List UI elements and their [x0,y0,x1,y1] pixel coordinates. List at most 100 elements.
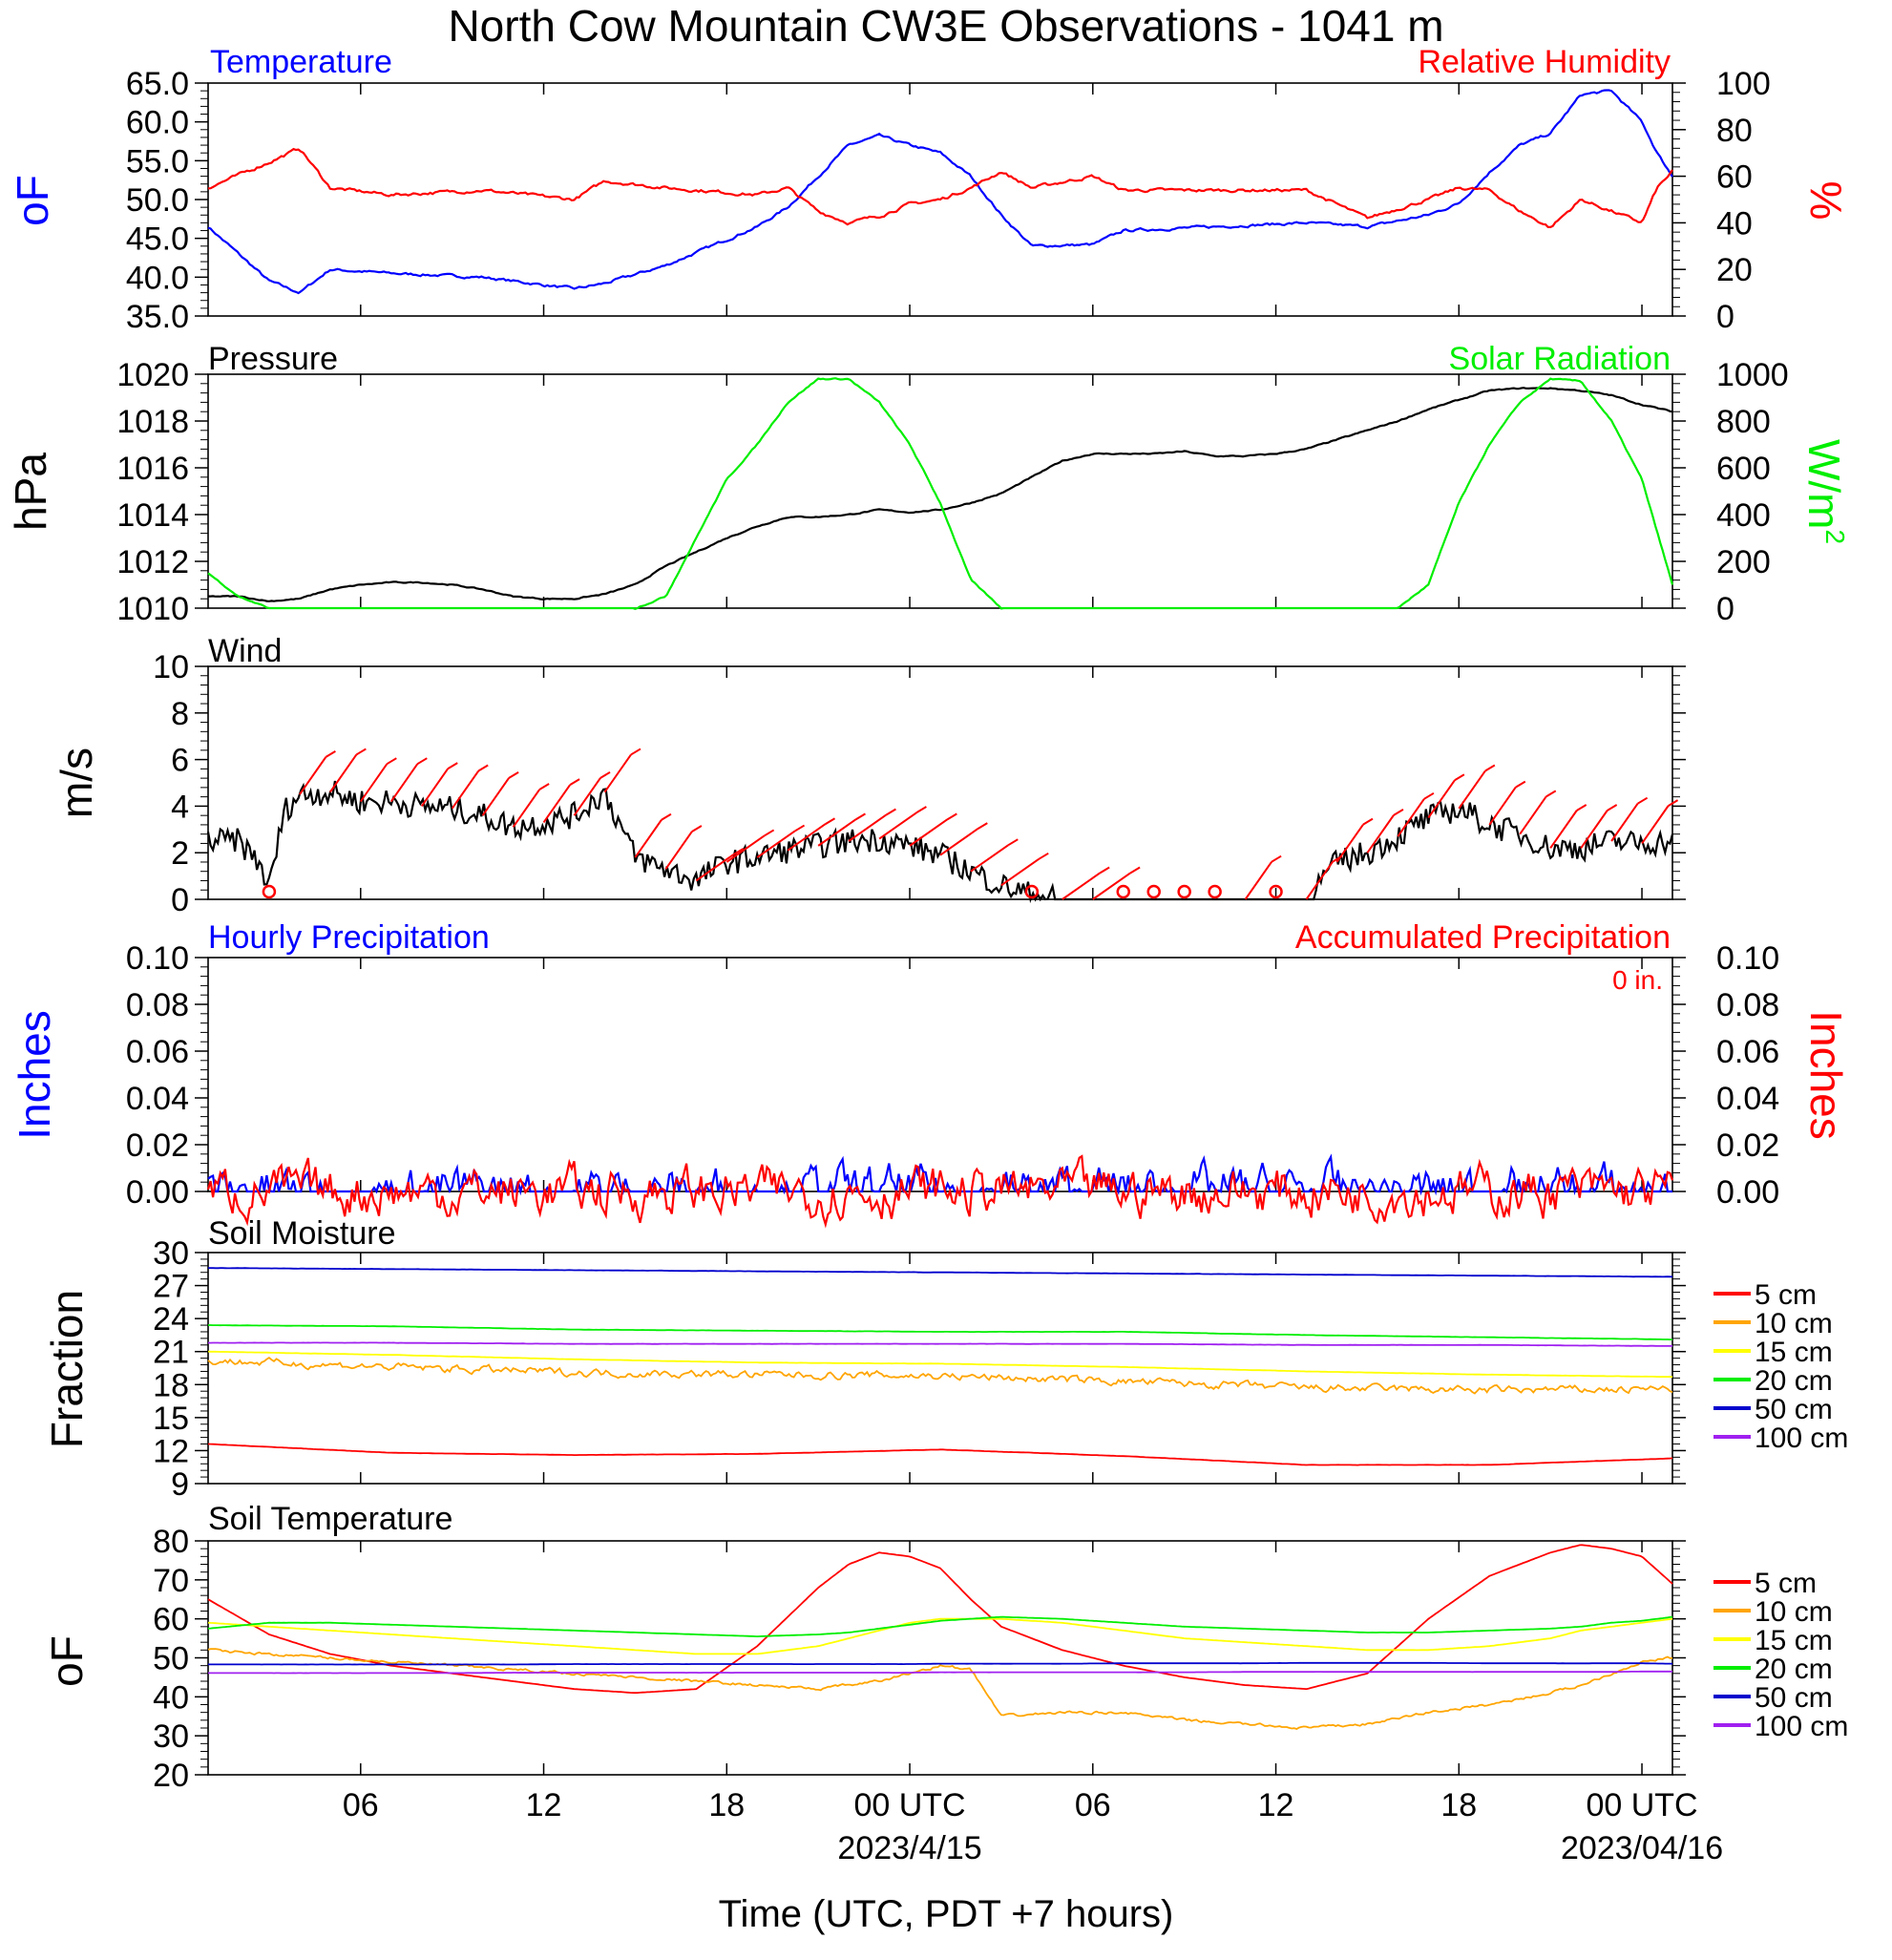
wind-barb [664,831,693,870]
series-line-15-cm [207,1617,1673,1655]
relative-humidity-title: Relative Humidity [1418,44,1671,80]
rh-axis-label: % [1801,181,1851,221]
pressure-solar-ticks: 1010 1012 1014 1016 1018 1020 0 200 400 600 800 100… [116,357,1788,627]
solar-radiation-title: Solar Radiation [1449,341,1671,377]
x-tick-label: 12 [526,1787,562,1823]
wind-barb-flag [569,778,580,787]
wind-barb [909,818,948,847]
calm-wind-marker [1024,884,1040,899]
wind-barb-flag [1668,799,1679,807]
wind-barb [389,763,419,803]
soil-moisture-plot [207,1267,1673,1466]
y-tick-label: 1016 [116,451,189,487]
y-tick-label: 0.04 [126,1081,189,1117]
calm-wind-marker [1208,884,1222,899]
y-tick-label: 12 [153,1433,189,1469]
y-tick-label: 27 [153,1269,189,1305]
y-tick-label: 1014 [116,497,189,534]
legend-label: 50 cm [1755,1394,1833,1425]
y-tick-label: 55.0 [126,143,189,179]
y-tick-label: 18 [153,1367,189,1403]
wind-barb [1488,787,1517,826]
solar-axis-label-text: W/m2 [1799,439,1850,544]
series-line-solar-radiation [207,377,1674,610]
wind-barb-flag [794,824,806,832]
wind-barb-flag [825,817,836,826]
wind-barb [329,753,358,793]
wind-barb-flag [1271,854,1282,863]
wind-barb-flag [1423,791,1435,800]
y-tick-label: 50.0 [126,182,189,219]
series-line-temperature [207,89,1673,295]
plot-frame [207,373,1673,609]
wind-barb-flag [1607,804,1618,811]
hourly-precip-axis-label: Inches [10,1010,59,1140]
series-line-50-cm [208,1661,1673,1666]
wind-barb [970,844,1009,873]
series-line-accumulated-precipitation [206,1154,1674,1229]
calm-wind-marker [262,884,277,899]
wind-barb-flag [691,825,703,832]
y-tick-label: 8 [171,696,189,732]
wind-barb [451,769,480,810]
series-line-100-cm [207,1341,1673,1347]
wind-barb-flag [1362,817,1374,826]
wind-barb-flag [885,808,896,816]
plot-frame [207,1252,1673,1485]
series-line-10-cm [207,1648,1673,1730]
y-tick-label: 21 [153,1335,189,1371]
wind-barb [603,753,632,793]
series-line-relative-humidity [207,147,1673,229]
y-tick-label: 1018 [116,404,189,440]
wind-barb-flag [946,812,957,821]
y-tick-label: 40.0 [126,260,189,296]
soil-moisture-title: Soil Moisture [208,1215,396,1252]
x-tick-label: 00 UTC [853,1787,965,1823]
y-right-tick-label: 1000 [1716,357,1789,393]
wind-barb [634,819,662,858]
y-tick-label: 40 [153,1679,189,1716]
wind-barb [1397,798,1425,837]
y-right-tick-label: 60 [1716,159,1753,196]
wind-barb [1610,803,1639,842]
y-right-tick-label: 0.10 [1716,940,1779,977]
y-right-tick-label: 400 [1716,497,1771,534]
y-tick-label: 35.0 [126,299,189,335]
precip-plot [206,1153,1674,1229]
wind-plot [206,748,1679,904]
solar-axis-label: W/m2 [1799,439,1850,544]
calm-wind-marker [1269,884,1283,899]
wind-barb-flag [1454,773,1465,782]
wind-barb [1458,769,1486,810]
plot-frame [207,665,1673,900]
wind-barb [939,828,978,856]
wind-barb [848,813,888,842]
y-right-tick-label: 0 [1716,591,1734,627]
wind-barb [1580,810,1608,849]
wind-barb [420,768,450,807]
wind-barb-flag [1393,809,1404,816]
y-right-tick-label: 800 [1716,404,1771,440]
wind-barb [481,777,510,816]
wind-ticks: 0 2 4 6 8 10 [153,649,1686,918]
series-line-15-cm [207,1350,1673,1379]
y-right-tick-label: 100 [1716,66,1771,102]
legend-label: 5 cm [1755,1568,1817,1599]
wind-barb [299,756,327,795]
legend-label: 10 cm [1755,1596,1833,1628]
y-right-tick-label: 40 [1716,205,1753,242]
wind-barb-flag [447,762,458,769]
x-date-label: 2023/4/15 [837,1830,981,1866]
wind-barb [542,784,571,824]
y-tick-label: 0.02 [126,1128,189,1164]
wind-barb-flag [508,770,519,779]
wind-barb [359,763,389,803]
series-line-20-cm [207,1615,1673,1638]
wind-barb-flag [325,750,336,758]
y-tick-label: 20 [153,1758,189,1794]
series-line-10-cm [207,1356,1673,1395]
wind-barb-flag [630,748,641,756]
y-tick-label: 24 [153,1301,189,1338]
